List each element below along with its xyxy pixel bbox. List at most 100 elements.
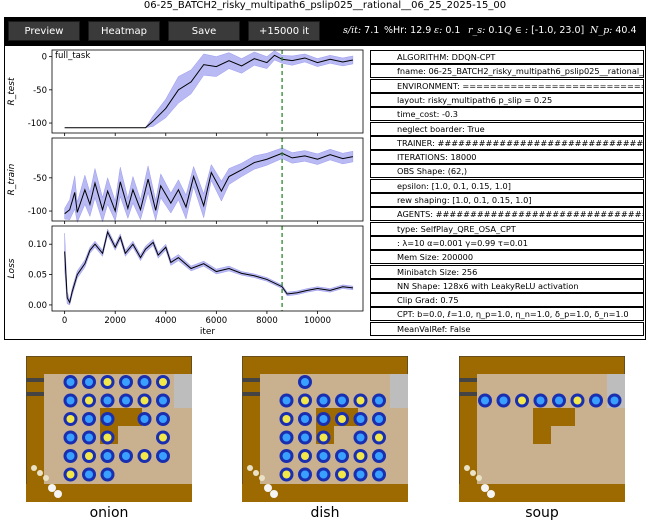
config-row: NN Shape: 128x6 with LeakyReLU activatio… xyxy=(370,278,644,293)
heat-core xyxy=(103,452,112,460)
heat-core xyxy=(518,396,526,405)
onion-icon xyxy=(470,470,476,476)
caption-onion: onion xyxy=(89,505,129,521)
heat-core xyxy=(159,396,167,405)
heat-core xyxy=(103,433,112,442)
config-row: ITERATIONS: 18000 xyxy=(370,150,644,165)
heat-core xyxy=(338,470,346,479)
config-row: Minibatch Size: 256 xyxy=(370,264,644,279)
heat-core xyxy=(610,396,619,405)
heatmap-soup xyxy=(458,355,626,503)
heat-core xyxy=(338,415,346,423)
heatmap-onion xyxy=(25,355,193,503)
dish-icon xyxy=(270,490,278,498)
heat-core xyxy=(85,396,93,405)
config-row: time_cost: -0.3 xyxy=(370,107,644,122)
heat-core xyxy=(103,378,112,386)
heat-core xyxy=(103,396,112,405)
heat-core xyxy=(555,396,563,405)
heat-core xyxy=(140,378,149,386)
heat-core xyxy=(66,396,75,405)
heat-core xyxy=(536,396,545,405)
config-row: : λ=10 α=0.001 γ=0.99 τ=0.01 xyxy=(370,235,644,250)
bottom-wall xyxy=(26,484,192,502)
config-row: Clip Grad: 0.75 xyxy=(370,293,644,308)
kitchen-island xyxy=(533,408,551,444)
stat-hr: %Hr: 12.9 xyxy=(384,25,432,36)
heat-core xyxy=(66,415,75,423)
heatmap-button[interactable]: Heatmap xyxy=(88,21,160,41)
heat-core xyxy=(103,470,112,479)
onion-icon xyxy=(247,465,253,471)
heat-core xyxy=(319,470,328,479)
pot-station xyxy=(26,378,44,382)
heat-core xyxy=(301,396,309,405)
heat-core xyxy=(282,415,291,423)
heat-core xyxy=(282,470,291,479)
pot-station xyxy=(459,392,477,396)
stat-epsilon: ε: 0.1 xyxy=(434,25,461,36)
window-title: 06-25_BATCH2_risky_multipath6_pslip025__… xyxy=(143,0,507,11)
heat-core xyxy=(282,433,291,442)
heat-core xyxy=(66,378,75,386)
stat-np: N_p: 40.4 xyxy=(590,25,637,36)
save-button[interactable]: Save xyxy=(168,21,240,41)
bottom-wall xyxy=(242,484,408,502)
heat-core xyxy=(375,396,383,405)
heat-core xyxy=(66,470,75,479)
bottom-wall xyxy=(459,484,625,502)
heat-core xyxy=(301,452,309,460)
heat-core xyxy=(338,396,346,405)
caption-dish: dish xyxy=(310,505,340,521)
heat-core xyxy=(159,378,167,386)
config-row: CPT: b=0.0, ℓ=1.0, η_p=1.0, η_n=1.0, δ_p… xyxy=(370,307,644,322)
heat-core xyxy=(375,433,383,442)
toolbar: Preview Heatmap Save +15000 it s/it: 7.1… xyxy=(4,17,646,45)
config-row: epsilon: [1.0, 0.1, 0.15, 1.0] xyxy=(370,178,644,193)
stat-q-range: Q ∈ : [-1.0, 23.0] xyxy=(504,25,585,36)
config-row: AGENTS: ################################… xyxy=(370,207,644,222)
heat-core xyxy=(140,415,149,423)
heat-core xyxy=(140,452,149,460)
serving-counter xyxy=(390,374,408,408)
config-row: neglect boarder: True xyxy=(370,121,644,136)
heat-core xyxy=(319,433,328,442)
heat-core xyxy=(140,396,149,405)
heat-core xyxy=(375,470,383,479)
heat-core xyxy=(301,470,309,479)
heat-core xyxy=(85,470,93,479)
config-row: OBS Shape: (62,) xyxy=(370,164,644,179)
heat-core xyxy=(122,396,130,405)
heat-core xyxy=(85,415,93,423)
heat-core xyxy=(85,452,93,460)
config-row: rew shaping: [1.0, 0.1, 0.15, 1.0] xyxy=(370,193,644,207)
heat-core xyxy=(356,452,365,460)
config-row: ENVIRONMENT: ===========================… xyxy=(370,78,644,93)
preview-button[interactable]: Preview xyxy=(8,21,80,41)
config-row: MeanValRef: False xyxy=(370,321,644,336)
dish-icon xyxy=(48,484,56,492)
heat-core xyxy=(356,415,365,423)
heat-core xyxy=(103,415,112,423)
heat-core xyxy=(319,396,328,405)
heat-core xyxy=(356,470,365,479)
heat-core xyxy=(356,396,365,405)
dish-icon xyxy=(264,484,272,492)
heat-core xyxy=(499,396,508,405)
heat-core xyxy=(122,378,130,386)
onion-icon xyxy=(259,475,265,481)
onion-icon xyxy=(37,470,43,476)
heat-core xyxy=(301,415,309,423)
add-iterations-button[interactable]: +15000 it xyxy=(248,21,320,41)
config-row: Mem Size: 200000 xyxy=(370,250,644,265)
heat-core xyxy=(375,452,383,460)
heat-core xyxy=(66,433,75,442)
heat-core xyxy=(282,452,291,460)
onion-icon xyxy=(31,465,37,471)
heat-core xyxy=(481,396,489,405)
onion-icon xyxy=(253,470,259,476)
stat-rs: r_s: 0.1 xyxy=(468,25,504,36)
dish-icon xyxy=(487,490,495,498)
heat-core xyxy=(159,415,167,423)
heat-core xyxy=(301,378,309,386)
